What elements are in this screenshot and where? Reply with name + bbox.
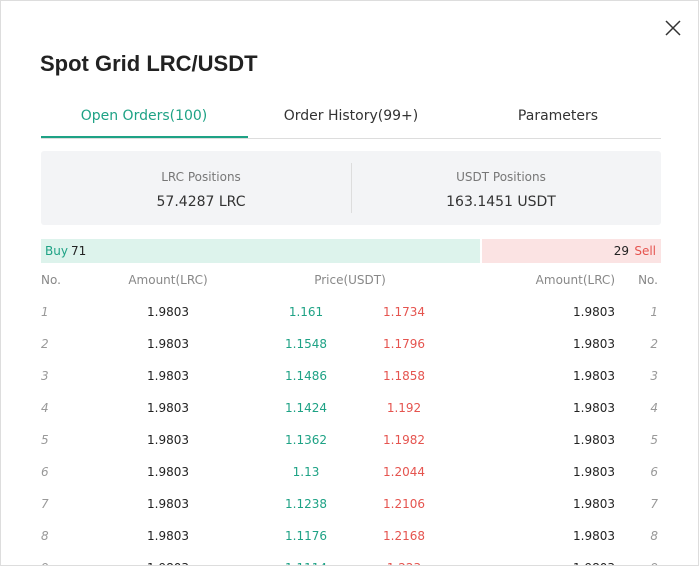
table-cell: 1.2106 xyxy=(383,497,425,511)
table-cell: 1.1982 xyxy=(383,433,425,447)
table-cell: 1.1486 xyxy=(285,369,327,383)
column-header: No. xyxy=(41,273,61,287)
table-cell: 1.9803 xyxy=(573,401,615,415)
position-value: 163.1451 USDT xyxy=(446,194,556,210)
table-cell: 5 xyxy=(41,433,49,447)
table-cell: 6 xyxy=(41,465,49,479)
table-cell: 1.2168 xyxy=(383,529,425,543)
table-cell: 1.9803 xyxy=(147,529,189,543)
position-label: USDT Positions xyxy=(456,170,546,184)
table-cell: 8 xyxy=(650,529,658,543)
table-cell: 6 xyxy=(650,465,658,479)
table-cell: 1.1548 xyxy=(285,337,327,351)
table-cell: 1.9803 xyxy=(147,465,189,479)
position-value: 57.4287 LRC xyxy=(156,194,246,210)
table-cell: 1.1796 xyxy=(383,337,425,351)
table-cell: 3 xyxy=(650,369,658,383)
title: Spot Grid LRC/USDT xyxy=(40,51,258,76)
table-cell: 1.9803 xyxy=(147,497,189,511)
positions-divider xyxy=(351,163,352,213)
table-cell: 4 xyxy=(41,401,49,415)
table-cell: 7 xyxy=(41,497,49,511)
table-cell: 1.9803 xyxy=(147,369,189,383)
table-cell: 1.9803 xyxy=(573,369,615,383)
table-cell: 1.9803 xyxy=(147,337,189,351)
table-cell: 1.223 xyxy=(354,561,454,565)
tab[interactable]: Open Orders(100) xyxy=(80,108,208,124)
table-cell: 5 xyxy=(650,433,658,447)
table-cell: 9 xyxy=(650,561,658,565)
tab-underline xyxy=(41,136,248,138)
table-cell: 1.1858 xyxy=(383,369,425,383)
table-cell: 1 xyxy=(650,305,658,319)
sell-bar xyxy=(481,239,661,263)
table-cell: 1.9803 xyxy=(573,529,615,543)
table-cell: 1.9803 xyxy=(573,465,615,479)
table-cell: 9 xyxy=(41,561,49,565)
close-button[interactable] xyxy=(664,19,682,37)
table-cell: 1.1424 xyxy=(285,401,327,415)
table-cell: 4 xyxy=(650,401,658,415)
table-cell: 1 xyxy=(41,305,49,319)
table-cell: 2 xyxy=(650,337,658,351)
table-cell: 1.9803 xyxy=(147,401,189,415)
table-cell: 1.9803 xyxy=(573,497,615,511)
table-cell: 2 xyxy=(41,337,49,351)
column-header: Amount(LRC) xyxy=(128,273,208,287)
sell-label: Sell xyxy=(634,244,656,258)
column-header: No. xyxy=(638,273,658,287)
tab[interactable]: Order History(99+) xyxy=(283,108,419,124)
table-cell: 1.9803 xyxy=(573,561,615,565)
tab-divider xyxy=(41,138,661,139)
table-cell: 1.192 xyxy=(386,401,422,415)
table-cell: 1.1734 xyxy=(383,305,425,319)
buy-count: 71 xyxy=(71,244,87,258)
table-cell: 8 xyxy=(41,529,49,543)
table-cell: 1.9803 xyxy=(147,433,189,447)
table-cell: 1.1238 xyxy=(285,497,327,511)
table-cell: 1.9803 xyxy=(573,337,615,351)
table-cell: 1.9803 xyxy=(147,305,189,319)
buy-label: Buy xyxy=(45,244,68,258)
table-cell: 1.9803 xyxy=(118,561,218,565)
sell-count: 29 xyxy=(613,244,629,258)
table-cell: 1.9803 xyxy=(573,305,615,319)
table-cell: 1.161 xyxy=(288,305,324,319)
table-cell: 1.13 xyxy=(292,465,320,479)
column-header: Amount(LRC) xyxy=(535,273,615,287)
table-cell: 1.9803 xyxy=(573,433,615,447)
buy-bar xyxy=(41,239,480,263)
table-cell: 1.1176 xyxy=(285,529,327,543)
table-cell: 1.1114 xyxy=(256,561,356,565)
table-cell: 1.2044 xyxy=(383,465,425,479)
column-header: Price(USDT) xyxy=(314,273,386,287)
position-label: LRC Positions xyxy=(161,170,241,184)
table-cell: 7 xyxy=(650,497,658,511)
table-cell: 1.1362 xyxy=(285,433,327,447)
table-cell: 3 xyxy=(41,369,49,383)
tab[interactable]: Parameters xyxy=(517,108,599,124)
